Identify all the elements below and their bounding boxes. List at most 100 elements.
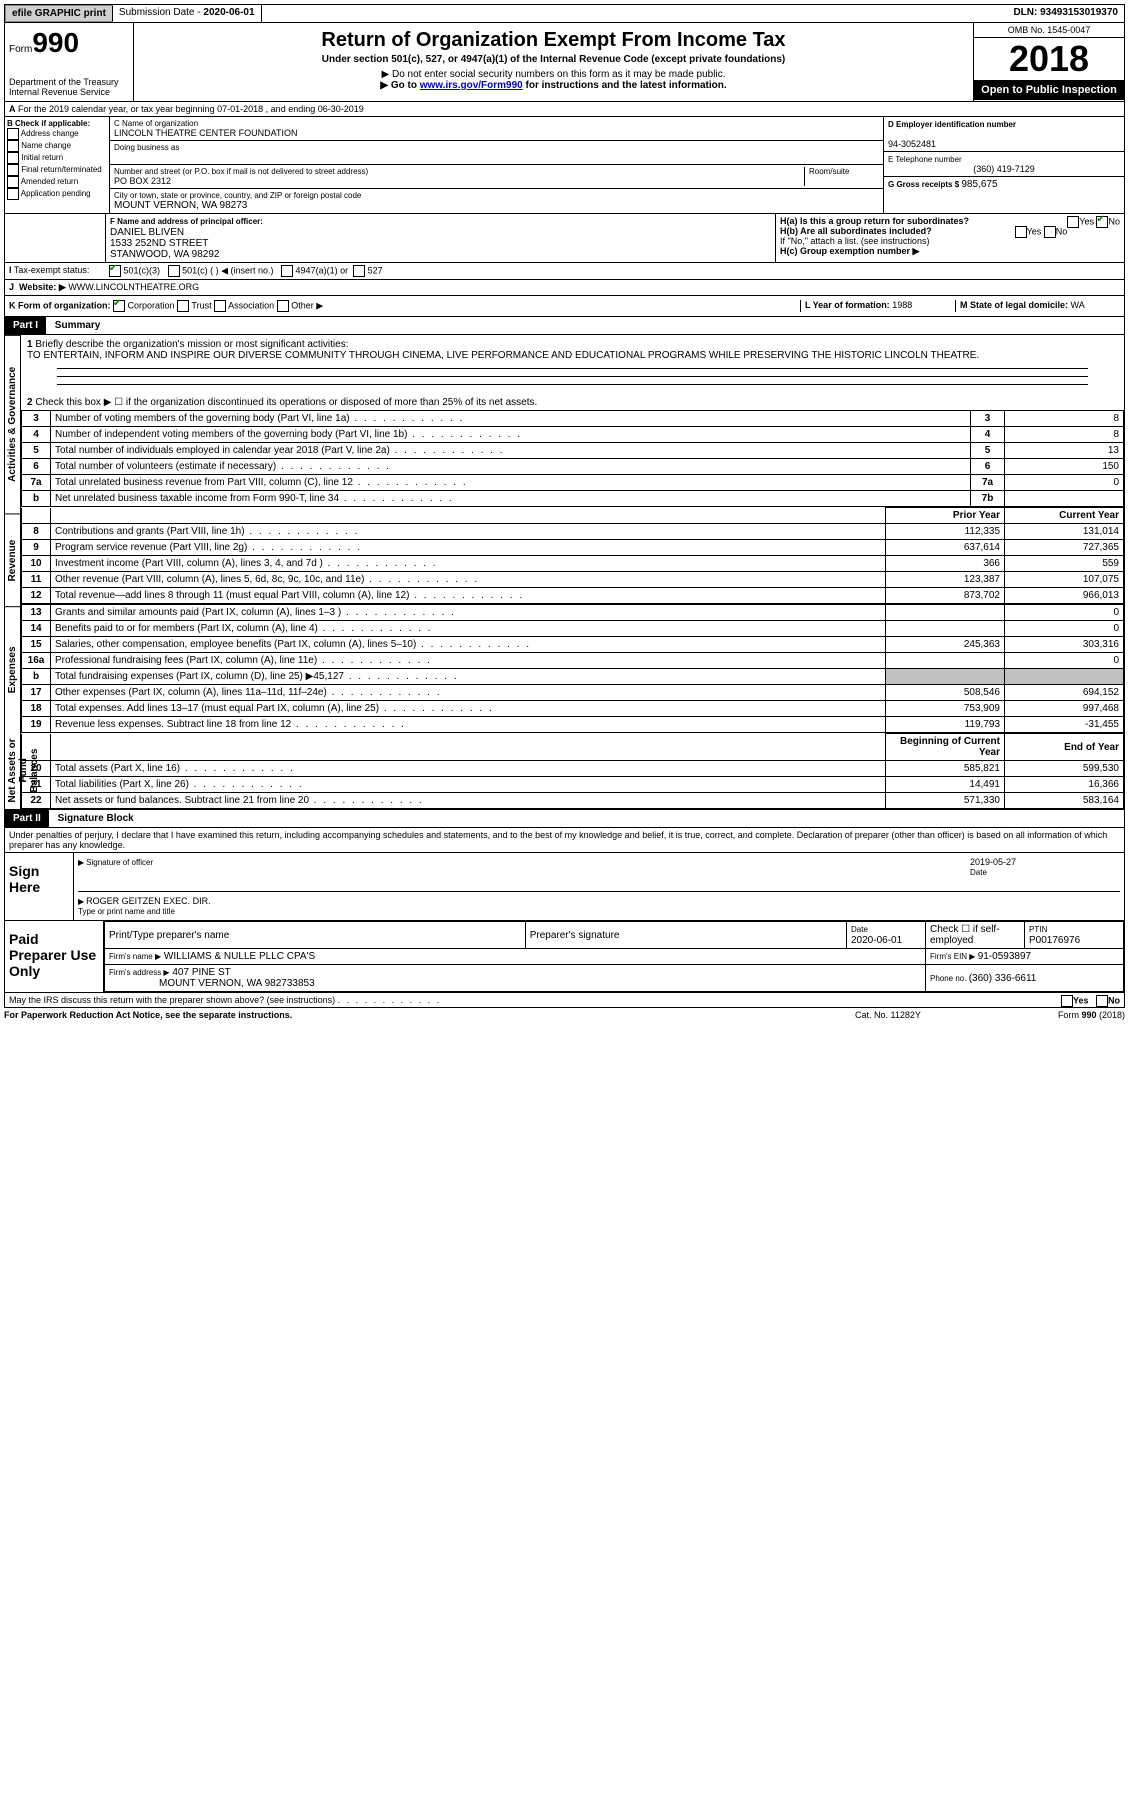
rev-table: Prior Year Current Year 8Contributions a… [21,507,1124,604]
table-row: 19Revenue less expenses. Subtract line 1… [22,717,1124,733]
part2-title: Signature Block [52,813,134,824]
gov-table: 3Number of voting members of the governi… [21,410,1124,507]
ptin-value: P00176976 [1029,935,1080,946]
discuss-yes: Yes [1073,995,1089,1005]
final-return-checkbox[interactable] [7,164,19,176]
hb-yes-checkbox[interactable] [1015,226,1027,238]
line1-no: 1 [27,339,33,350]
sig-officer-label: Signature of officer [86,858,153,867]
form-label-box: Form990 Department of the Treasury Inter… [5,23,134,101]
trust-checkbox[interactable] [177,300,189,312]
tax-year: 2018 [974,38,1124,80]
table-row: bNet unrelated business taxable income f… [22,491,1124,507]
table-row: 10Investment income (Part VIII, column (… [22,556,1124,572]
527-checkbox[interactable] [353,265,365,277]
k-label: K Form of organization: [9,300,111,310]
part1-badge: Part I [5,317,46,334]
form-ref: Form 990 (2018) [1005,1010,1125,1020]
m-value: WA [1071,300,1085,310]
table-row: 6Total number of volunteers (estimate if… [22,459,1124,475]
ssn-note: ▶ Do not enter social security numbers o… [138,69,969,80]
officer-city: STANWOOD, WA 98292 [110,249,219,260]
box-b-label: B Check if applicable: [7,119,90,128]
527-label: 527 [368,265,383,275]
firm-addr1: 407 PINE ST [172,967,230,978]
hb-yes: Yes [1027,226,1042,236]
prep-name-header: Print/Type preparer's name [105,922,526,949]
hb-no: No [1056,226,1068,236]
website-value: WWW.LINCOLNTHEATRE.ORG [68,282,199,292]
box-f: F Name and address of principal officer:… [106,214,776,262]
firm-ein-label: Firm's EIN ▶ [930,952,978,961]
ha-no: No [1108,216,1120,226]
hb-no-checkbox[interactable] [1044,226,1056,238]
submission-label: Submission Date - [119,7,203,18]
501c-checkbox[interactable] [168,265,180,277]
prior-year-header: Prior Year [886,508,1005,524]
header-right: OMB No. 1545-0047 2018 Open to Public In… [973,23,1124,101]
amended-checkbox[interactable] [7,176,19,188]
amended-label: Amended return [21,177,78,186]
header-center: Return of Organization Exempt From Incom… [134,23,973,101]
form-number: 990 [32,27,79,58]
table-row: 13Grants and similar amounts paid (Part … [22,605,1124,621]
addr-change-label: Address change [21,129,79,138]
dba-label: Doing business as [114,143,879,152]
ha-yes-checkbox[interactable] [1067,216,1079,228]
period-text: For the 2019 calendar year, or tax year … [18,104,364,114]
other-checkbox[interactable] [277,300,289,312]
firm-phone: (360) 336-6611 [969,973,1037,984]
officer-printed-name: ROGER GEITZEN EXEC. DIR. [86,896,211,906]
perjury-text: Under penalties of perjury, I declare th… [4,828,1125,853]
corp-label: Corporation [128,300,175,310]
name-change-label: Name change [21,141,71,150]
table-row: 18Total expenses. Add lines 13–17 (must … [22,701,1124,717]
final-return-label: Final return/terminated [21,165,101,174]
table-row: 9Program service revenue (Part VIII, lin… [22,540,1124,556]
501c3-checkbox[interactable] [109,265,121,277]
assoc-checkbox[interactable] [214,300,226,312]
goto-post: for instructions and the latest informat… [526,80,727,91]
efile-print-btn[interactable]: efile GRAPHIC print [5,5,113,22]
end-year-header: End of Year [1005,734,1124,761]
paid-preparer-label: Paid Preparer Use Only [5,921,104,992]
hb-label: H(b) Are all subordinates included? [780,226,932,236]
table-row: 16aProfessional fundraising fees (Part I… [22,653,1124,669]
table-row: 12Total revenue—add lines 8 through 11 (… [22,588,1124,604]
corp-checkbox[interactable] [113,300,125,312]
omb-number: OMB No. 1545-0047 [974,23,1124,38]
discuss-yes-checkbox[interactable] [1061,995,1073,1007]
table-row: 22Net assets or fund balances. Subtract … [22,793,1124,809]
info-grid: B Check if applicable: Address change Na… [4,117,1125,214]
4947-checkbox[interactable] [281,265,293,277]
instructions-link[interactable]: www.irs.gov/Form990 [420,80,523,91]
table-row: 8Contributions and grants (Part VIII, li… [22,524,1124,540]
phone-value: (360) 419-7129 [888,164,1120,174]
ha-no-checkbox[interactable] [1096,216,1108,228]
current-year-header: Current Year [1005,508,1124,524]
discuss-question: May the IRS discuss this return with the… [9,995,335,1005]
initial-return-checkbox[interactable] [7,152,19,164]
city-value: MOUNT VERNON, WA 98273 [114,200,879,211]
discuss-row: May the IRS discuss this return with the… [4,993,1125,1008]
501c-label: 501(c) ( ) ◀ (insert no.) [182,265,273,275]
submission-date: 2020-06-01 [203,7,254,18]
trust-label: Trust [191,300,211,310]
addr-change-checkbox[interactable] [7,128,19,140]
app-pending-checkbox[interactable] [7,188,19,200]
part1-header-row: Part I Summary [4,317,1125,335]
vlabel-expenses: Expenses [5,606,20,733]
other-label: Other ▶ [291,300,323,310]
firm-addr2: MOUNT VERNON, WA 982733853 [159,978,315,989]
phone-label: E Telephone number [888,155,962,164]
name-change-checkbox[interactable] [7,140,19,152]
ha-label: H(a) Is this a group return for subordin… [780,216,969,226]
table-row: 5Total number of individuals employed in… [22,443,1124,459]
box-c: C Name of organization LINCOLN THEATRE C… [110,117,883,213]
period-line-a: A For the 2019 calendar year, or tax yea… [4,102,1125,117]
table-row: 17Other expenses (Part IX, column (A), l… [22,685,1124,701]
street-address: PO BOX 2312 [114,176,804,186]
501c3-label: 501(c)(3) [124,265,161,275]
discuss-no-checkbox[interactable] [1096,995,1108,1007]
firm-addr-label: Firm's address ▶ [109,968,170,977]
